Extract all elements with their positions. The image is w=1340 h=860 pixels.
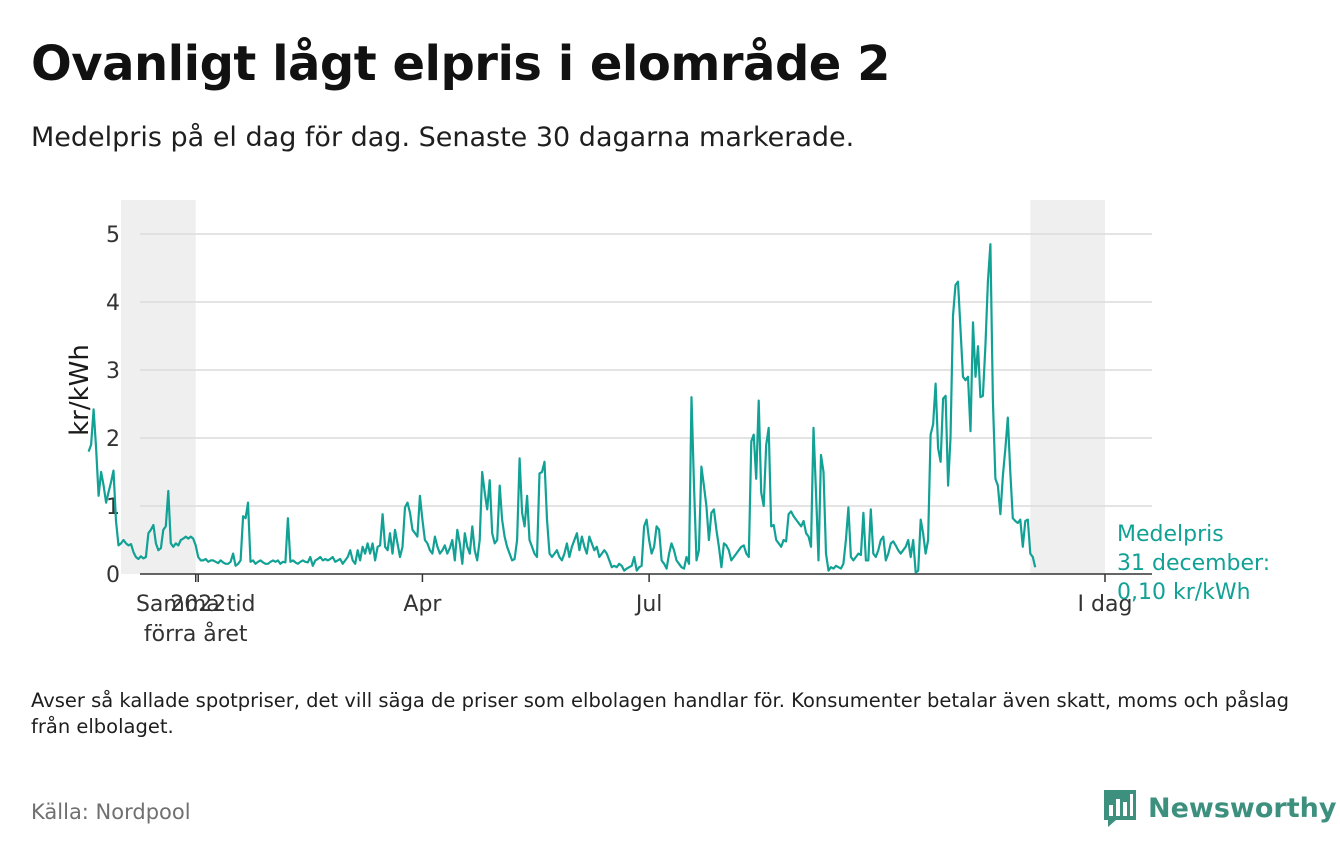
gridlines (140, 233, 1152, 507)
annotation: Medelpris 31 december: 0,10 kr/kWh (1117, 522, 1270, 605)
brand-name: Newsworthy (1148, 792, 1337, 824)
source-text: Källa: Nordpool (31, 800, 191, 824)
chart-logo-icon (1104, 790, 1136, 827)
y-axis-label: kr/kWh (65, 344, 95, 436)
footnote: Avser så kallade spotpriser, det vill sä… (31, 689, 1290, 738)
y-tick-label: 0 (106, 563, 120, 588)
series-line-0 (87, 243, 1037, 574)
highlight-band-1 (1030, 200, 1105, 574)
annotation-label: Medelpris 31 december: 0,10 kr/kWh (1117, 522, 1270, 605)
chart-subtitle: Medelpris på el dag för dag. Senaste 30 … (31, 122, 855, 153)
chart-title: Ovanligt lågt elpris i elområde 2 (31, 36, 890, 92)
y-tick-label: 3 (106, 359, 120, 384)
y-tick-label: 2 (106, 427, 120, 452)
x-tick-label: Apr (403, 592, 442, 617)
x-tick-label: 2022 (170, 592, 226, 617)
x-tick-label: Samma tid förra året (136, 592, 256, 647)
x-tick-label: I dag (1078, 592, 1133, 617)
highlight-band-0 (121, 200, 196, 574)
data-series (87, 243, 1037, 574)
y-tick-label: 4 (106, 291, 120, 316)
x-tick-label: Jul (634, 592, 663, 617)
y-tick-label: 5 (106, 223, 120, 248)
newsworthy-logo: Newsworthy (1102, 788, 1336, 828)
highlight-bands (121, 200, 1105, 574)
